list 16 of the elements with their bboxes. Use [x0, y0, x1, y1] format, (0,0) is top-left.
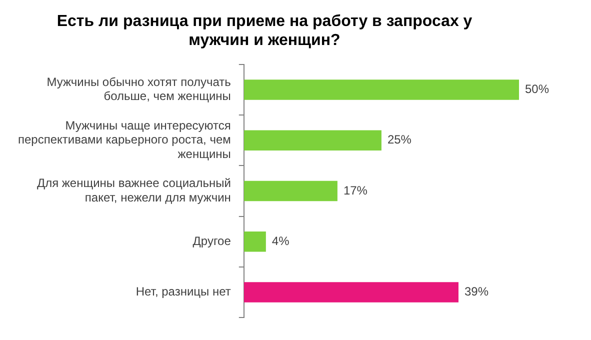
- bar: [244, 232, 266, 252]
- chart-title: Есть ли разница при приеме на работу в запросах у мужчин и женщин?: [56, 13, 472, 50]
- y-tick-label: Мужчины обычно хотят получать больше, чем женщины: [46, 74, 231, 104]
- bar: [244, 80, 519, 100]
- data-label: 17%: [343, 183, 368, 198]
- y-tick-label: Нет, разницы нет: [136, 284, 232, 299]
- bar: [244, 282, 458, 302]
- data-label: 39%: [464, 284, 489, 299]
- data-label: 4%: [272, 234, 290, 248]
- data-label: 25%: [387, 132, 412, 147]
- bar: [244, 180, 338, 202]
- y-tick-label: Другое: [192, 234, 232, 248]
- bar: [244, 130, 382, 150]
- y-tick-label: Мужчины чаще интересуются перспективами карьерного роста, чем женщины: [18, 118, 231, 162]
- data-label: 50%: [525, 82, 550, 96]
- y-tick-label: Для женщины важнее социальный пакет, нежели для мужчин: [36, 176, 231, 205]
